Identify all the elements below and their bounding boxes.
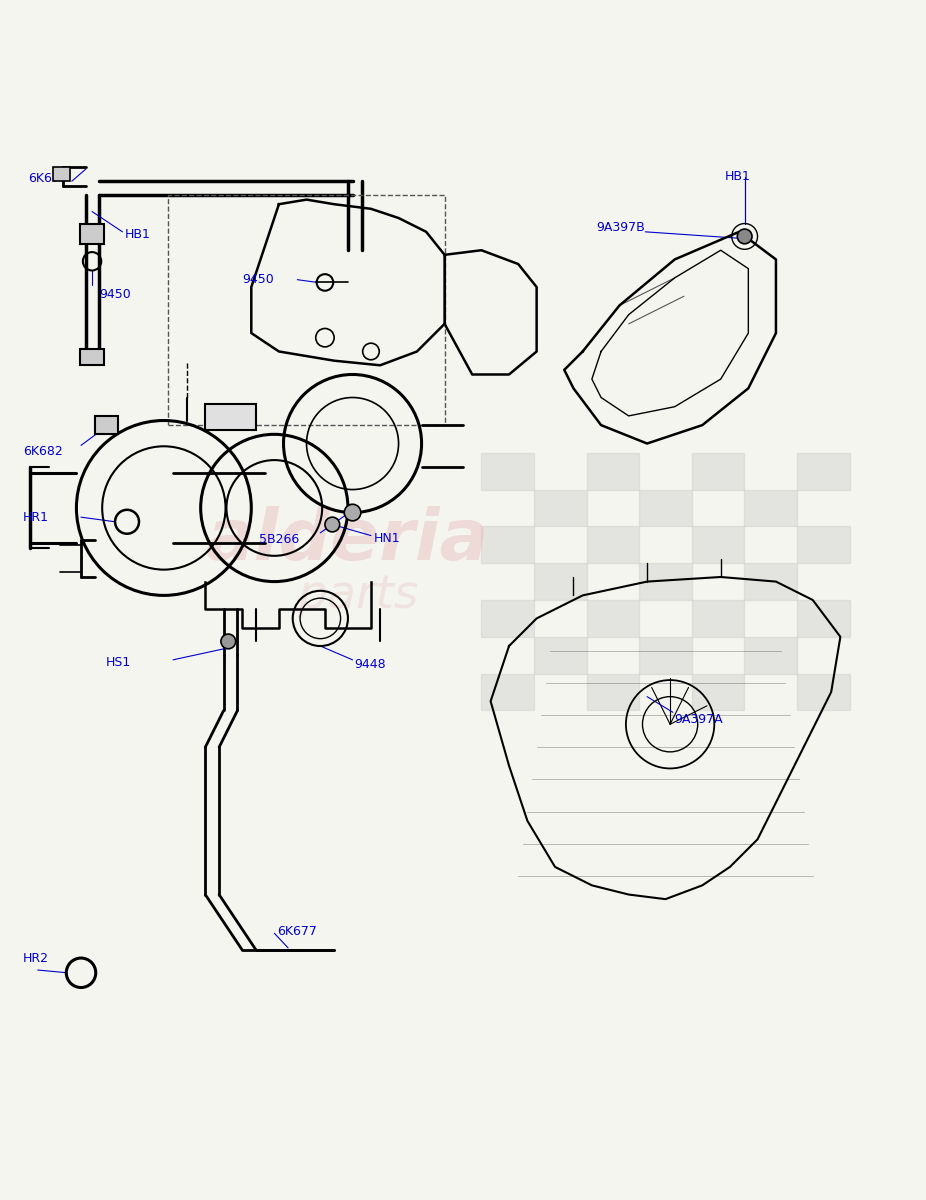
Text: 9450: 9450 — [242, 274, 274, 286]
Text: 9448: 9448 — [355, 658, 386, 671]
Text: 6K679: 6K679 — [29, 172, 69, 185]
Text: 9A397A: 9A397A — [675, 713, 723, 726]
Bar — [639, 563, 692, 600]
Bar — [482, 600, 534, 637]
Bar — [586, 527, 639, 563]
Circle shape — [737, 229, 752, 244]
Bar — [797, 527, 849, 563]
Circle shape — [325, 517, 340, 532]
Bar — [692, 673, 745, 710]
Bar — [586, 673, 639, 710]
Text: HB1: HB1 — [724, 170, 750, 184]
Bar — [745, 490, 797, 527]
Bar — [692, 452, 745, 490]
Bar — [692, 600, 745, 637]
Bar — [692, 527, 745, 563]
Text: 6K682: 6K682 — [23, 445, 63, 458]
Bar — [534, 563, 586, 600]
Text: HR1: HR1 — [23, 511, 49, 523]
Bar — [94, 416, 118, 434]
Bar — [745, 637, 797, 673]
Bar — [639, 637, 692, 673]
Bar — [206, 404, 256, 430]
Bar — [534, 637, 586, 673]
Bar — [797, 673, 849, 710]
Bar — [80, 223, 104, 244]
Text: 9450: 9450 — [99, 288, 131, 301]
Text: HB1: HB1 — [124, 228, 150, 241]
Text: alderia: alderia — [206, 505, 489, 575]
Text: HN1: HN1 — [374, 532, 400, 545]
Bar — [586, 600, 639, 637]
Bar — [797, 452, 849, 490]
Text: HS1: HS1 — [106, 656, 131, 670]
Text: parts: parts — [297, 572, 419, 618]
Bar — [534, 490, 586, 527]
Text: 6K677: 6K677 — [277, 925, 317, 938]
Bar — [797, 600, 849, 637]
Circle shape — [344, 504, 361, 521]
Text: 9A397B: 9A397B — [596, 221, 645, 234]
Text: 5B266: 5B266 — [258, 533, 299, 546]
Bar — [54, 167, 70, 181]
Bar — [169, 196, 444, 425]
Bar — [80, 349, 104, 365]
Circle shape — [221, 634, 235, 649]
Bar — [482, 452, 534, 490]
Bar — [745, 563, 797, 600]
Bar — [586, 452, 639, 490]
Bar — [482, 673, 534, 710]
Bar — [639, 490, 692, 527]
Text: HR2: HR2 — [23, 953, 49, 966]
Bar — [482, 527, 534, 563]
